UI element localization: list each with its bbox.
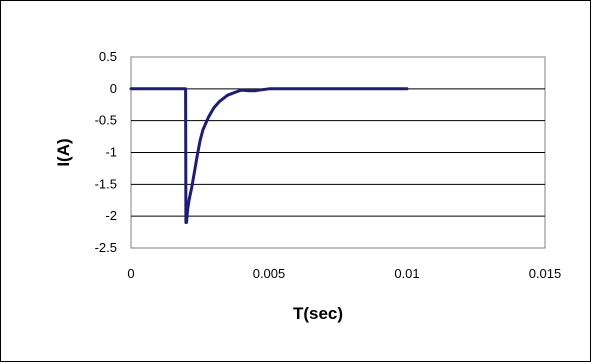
x-tick-label: 0.005: [253, 266, 286, 281]
y-tick-labels: 0.5 0 -0.5 -1 -1.5 -2 -2.5: [95, 49, 117, 255]
y-tick-label: -2: [105, 208, 117, 223]
x-tick-label: 0.01: [394, 266, 419, 281]
x-tick-labels: 0 0.005 0.01 0.015: [127, 266, 561, 281]
x-tick-label: 0.015: [529, 266, 562, 281]
gridlines: [131, 88, 545, 217]
y-tick-label: -0.5: [95, 113, 117, 128]
series-line: [129, 87, 409, 224]
y-tick-label: -1: [105, 145, 117, 160]
x-axis-title: T(sec): [293, 304, 343, 323]
y-axis-title: I(A): [54, 138, 73, 166]
y-tick-label: -2.5: [95, 240, 117, 255]
y-tick-label: -1.5: [95, 176, 117, 191]
y-tick-label: 0.5: [99, 49, 117, 64]
y-tick-label: 0: [110, 81, 117, 96]
x-tick-label: 0: [127, 266, 134, 281]
series-layer: [129, 87, 409, 224]
